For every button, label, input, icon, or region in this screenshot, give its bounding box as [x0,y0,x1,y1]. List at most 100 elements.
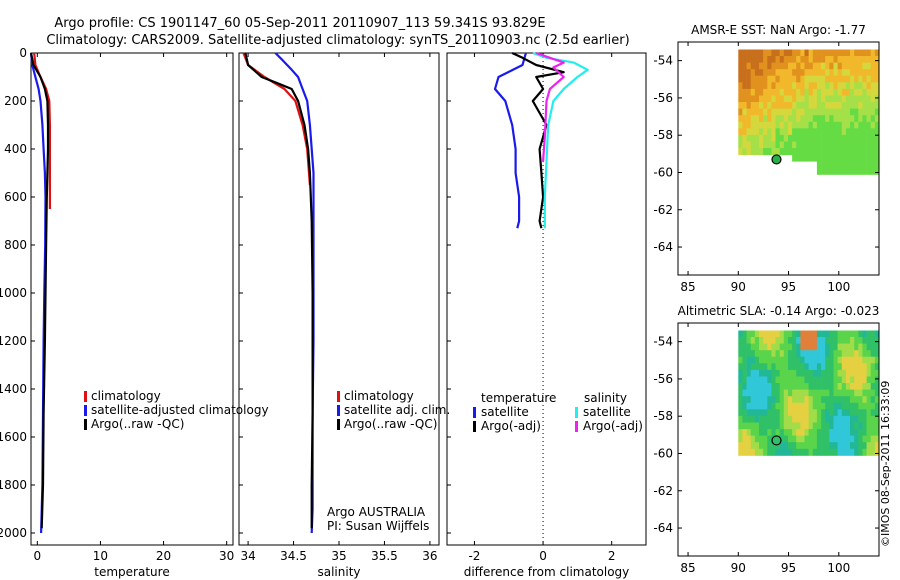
sla_map-cell [829,363,834,371]
sla_map-cell [788,389,793,397]
sla_map-cell [783,442,789,450]
sla_map-cell [775,350,780,358]
sla_map-cell [742,369,747,377]
sst_map-cell [746,141,752,149]
sst_map-cell [862,167,867,175]
sla_map-cell [825,435,830,443]
sst_map-cell [746,128,752,136]
sla_map-cell [833,389,838,397]
sst_map-cell [854,141,859,149]
sla_map-cell [804,330,809,338]
temperature-xtick-label: 10 [93,549,108,563]
sla_map-cell [771,396,776,404]
sst_map-cell [746,62,752,70]
sla_map-cell [808,409,814,417]
sst_map-cell [804,108,809,116]
sst_map-cell [779,75,785,83]
sst_map-cell [862,95,867,103]
sla_map-cell [804,448,809,456]
sla_map-cell [858,402,863,410]
sla_map-cell [821,422,826,430]
sla_map-cell [874,422,880,430]
sst_map-cell [750,88,756,96]
sst_map-cell [771,108,776,116]
sst_map-cell [804,115,809,123]
sla_map-cell [796,383,801,390]
sla_map-cell [854,389,859,397]
sst_map-cell [874,141,880,149]
sla_map-cell [862,442,867,450]
sla_map-cell [837,396,843,404]
sla_map-ytick-label: -62 [653,484,673,498]
sla_map-cell [754,442,760,450]
sla_map-cell [812,429,818,437]
sst_map-cell [746,69,752,77]
sla_map-cell [845,409,851,417]
sst_map-cell [779,102,785,109]
sla_map-cell [816,435,822,443]
sla_map-cell [754,337,760,344]
sla_map-cell [854,350,859,358]
sst_map-cell [779,69,785,77]
sla_map-cell [750,363,756,371]
sla_map-cell [829,376,834,384]
sla_map-cell [850,330,855,338]
sla_map-cell [812,415,818,423]
sst_map-cell [783,121,789,129]
sla_map-cell [870,409,876,417]
sla_map-cell [771,409,776,417]
sla_map-cell [738,448,743,456]
sla_map-cell [837,350,843,358]
sst_map-cell [796,148,801,156]
sst_map-xtick-label: 90 [731,280,746,294]
sla_map-cell [854,383,859,390]
sst_map-cell [804,56,809,63]
salinity-legend-label: satellite adj. clim. [344,403,450,417]
sst_map-cell [788,82,793,90]
sla_map-cell [829,396,834,404]
sst_map-cell [870,121,876,129]
sst_map-cell [866,62,872,70]
sla_map-cell [771,369,776,377]
sla_map-cell [812,369,818,377]
sla_map-cell [870,422,876,430]
sla_map-cell [754,402,760,410]
sst_map-cell [812,134,818,142]
sla_map-cell [759,409,764,417]
sst_map-title: AMSR-E SST: NaN Argo: -1.77 [691,23,866,37]
sst_map-cell [874,102,880,109]
sla_map-cell [759,448,764,456]
sla_map-cell [845,389,851,397]
sla_map-cell [854,415,859,423]
sla_map-cell [874,363,880,371]
sla_map-cell [800,435,805,443]
sst_map-cell [796,108,801,116]
sla_map-cell [874,383,880,390]
sst_map-cell [858,75,863,83]
sla_map-cell [874,330,880,338]
sla_map-cell [866,409,872,417]
sst_map-cell [837,88,843,96]
sst_map-cell [742,88,747,96]
sst_map-cell [825,95,830,103]
sla_map-cell [754,383,760,390]
sla_map-cell [750,396,756,404]
sla_map-cell [742,356,747,364]
sla_map-cell [816,415,822,423]
sla_map-cell [858,448,863,456]
sla_map-cell [812,402,818,410]
sla_map-cell [742,435,747,443]
sst_map-cell [759,95,764,103]
sla-map-panel: Altimetric SLA: -0.14 Argo: -0.023 85 90 95… [653,304,880,575]
sla_map-cell [763,383,768,390]
sla_map-cell [850,396,855,404]
sst_map-cell [775,108,780,116]
difference-legend-swatch [575,407,578,418]
sst_map-cell [816,82,822,90]
sla_map-cell [862,409,867,417]
sst_map-cell [783,88,789,96]
sst_map-cell [829,69,834,77]
sst_map-cell [763,128,768,136]
sst_map-cell [870,69,876,77]
sla_map-cell [858,337,863,344]
